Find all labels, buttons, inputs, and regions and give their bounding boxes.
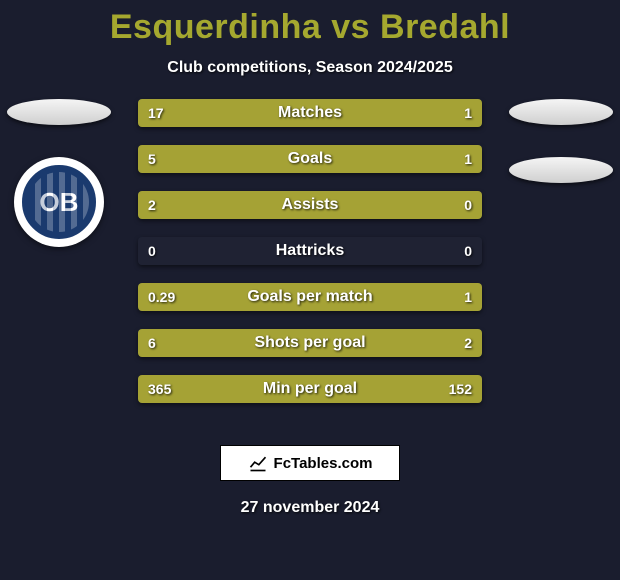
stat-label: Matches: [138, 99, 482, 127]
stat-label: Min per goal: [138, 375, 482, 403]
player-right-column: [506, 99, 616, 183]
footer-date: 27 november 2024: [0, 499, 620, 517]
club-right-placeholder: [509, 157, 613, 183]
stat-label: Shots per goal: [138, 329, 482, 357]
comparison-subtitle: Club competitions, Season 2024/2025: [0, 59, 620, 77]
player-left-placeholder: [7, 99, 111, 125]
stat-label: Hattricks: [138, 237, 482, 265]
brand-badge[interactable]: FcTables.com: [220, 445, 400, 481]
brand-text: FcTables.com: [274, 455, 373, 472]
club-badge-left-inner: OB: [22, 165, 96, 239]
stat-label: Assists: [138, 191, 482, 219]
stat-row: 365152Min per goal: [138, 375, 482, 403]
comparison-area: OB 171Matches51Goals20Assists00Hattricks…: [0, 105, 620, 425]
stat-row: 00Hattricks: [138, 237, 482, 265]
stat-row: 171Matches: [138, 99, 482, 127]
stat-label: Goals per match: [138, 283, 482, 311]
comparison-title: Esquerdinha vs Bredahl: [0, 0, 620, 47]
stat-row: 51Goals: [138, 145, 482, 173]
stat-bars: 171Matches 51Goals 20Assists 00Hattricks 0.2…: [138, 99, 482, 403]
stat-label: Goals: [138, 145, 482, 173]
stat-row: 0.291Goals per match: [138, 283, 482, 311]
stat-row: 20Assists: [138, 191, 482, 219]
stat-row: 62Shots per goal: [138, 329, 482, 357]
club-badge-left: OB: [14, 157, 104, 247]
chart-icon: [248, 453, 268, 473]
player-right-placeholder: [509, 99, 613, 125]
player-left-column: OB: [4, 99, 114, 247]
